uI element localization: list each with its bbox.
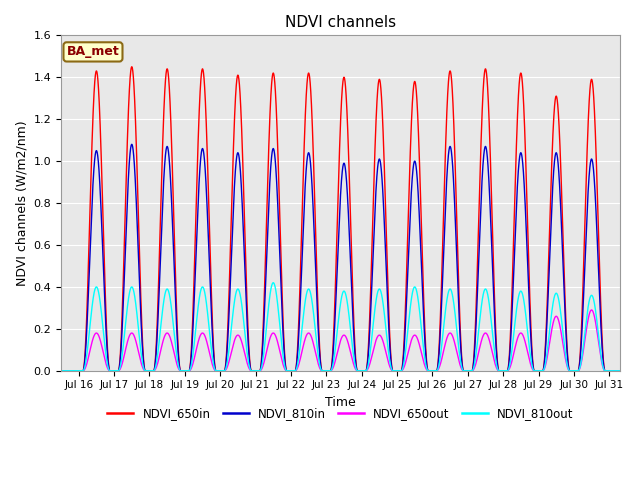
NDVI_810out bbox=[620, 368, 627, 373]
NDVI_650out bbox=[131, 333, 138, 339]
NDVI_810out bbox=[269, 280, 277, 286]
Legend: NDVI_650in, NDVI_810in, NDVI_650out, NDVI_810out: NDVI_650in, NDVI_810in, NDVI_650out, NDV… bbox=[102, 403, 578, 425]
NDVI_810in bbox=[131, 161, 138, 167]
NDVI_650in bbox=[128, 64, 136, 70]
NDVI_650in bbox=[620, 368, 627, 373]
NDVI_810in bbox=[324, 368, 332, 373]
Line: NDVI_810in: NDVI_810in bbox=[44, 144, 627, 371]
NDVI_650in bbox=[588, 77, 595, 83]
NDVI_650out bbox=[588, 307, 595, 313]
NDVI_650in bbox=[623, 368, 630, 373]
NDVI_650in bbox=[131, 91, 138, 96]
NDVI_650out bbox=[40, 368, 47, 373]
NDVI_650in bbox=[179, 368, 187, 373]
NDVI_650out bbox=[181, 368, 189, 373]
NDVI_650out bbox=[179, 368, 187, 373]
NDVI_650out bbox=[623, 368, 630, 373]
Line: NDVI_650in: NDVI_650in bbox=[44, 67, 627, 371]
NDVI_810in bbox=[588, 156, 595, 162]
Line: NDVI_650out: NDVI_650out bbox=[44, 310, 627, 371]
Title: NDVI channels: NDVI channels bbox=[285, 15, 396, 30]
NDVI_650in bbox=[181, 368, 189, 373]
NDVI_810out bbox=[131, 291, 138, 297]
NDVI_810in bbox=[179, 368, 187, 373]
NDVI_810out bbox=[623, 368, 630, 373]
NDVI_650out bbox=[588, 307, 595, 313]
NDVI_810in bbox=[128, 142, 136, 147]
NDVI_810out bbox=[179, 368, 187, 373]
NDVI_810in bbox=[623, 368, 630, 373]
NDVI_810out bbox=[40, 368, 47, 373]
NDVI_650out bbox=[620, 368, 627, 373]
NDVI_810in bbox=[620, 368, 627, 373]
X-axis label: Time: Time bbox=[325, 396, 356, 409]
NDVI_650out bbox=[324, 368, 332, 373]
NDVI_810in bbox=[40, 368, 47, 373]
NDVI_650in bbox=[324, 368, 332, 373]
Line: NDVI_810out: NDVI_810out bbox=[44, 283, 627, 371]
NDVI_810out bbox=[181, 368, 189, 373]
NDVI_810out bbox=[324, 368, 332, 373]
Y-axis label: NDVI channels (W/m2/nm): NDVI channels (W/m2/nm) bbox=[15, 120, 28, 286]
NDVI_810in bbox=[181, 368, 189, 373]
NDVI_810out bbox=[588, 293, 595, 299]
NDVI_650in bbox=[40, 368, 47, 373]
Text: BA_met: BA_met bbox=[67, 46, 120, 59]
